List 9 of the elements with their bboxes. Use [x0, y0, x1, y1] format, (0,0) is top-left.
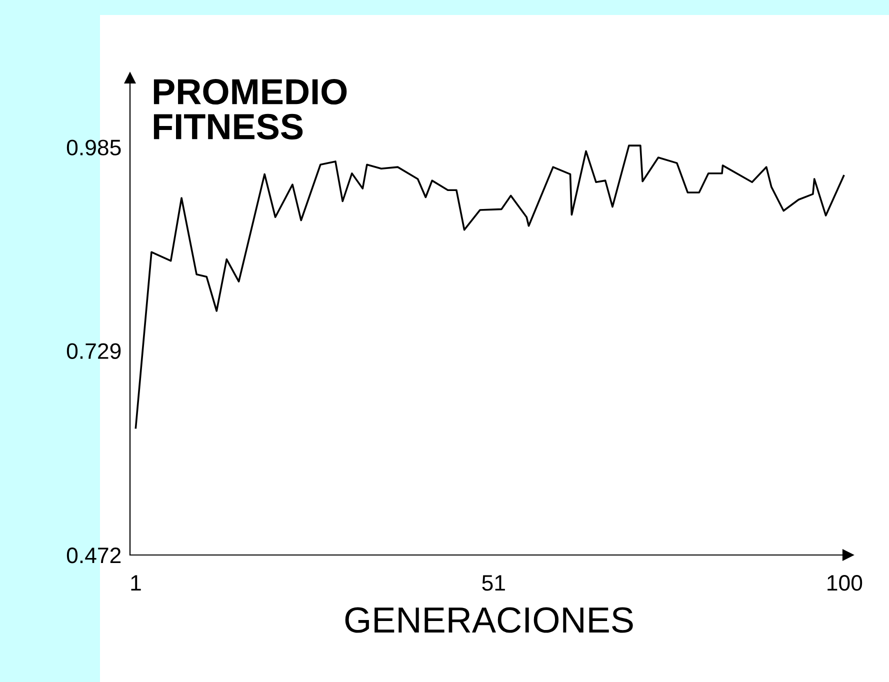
x-tick-label: 51 [482, 575, 505, 591]
y-axis-title: PROMEDIO FITNESS [154, 78, 347, 140]
y-tick-label: 0.729 [66, 343, 121, 359]
x-tick-label: 100 [828, 575, 862, 591]
line-series [134, 144, 845, 429]
y-tick-label: 0.985 [66, 140, 121, 156]
x-axis-title: GENERACIONES [345, 607, 633, 633]
y-tick-label: 0.472 [66, 548, 121, 564]
x-tick-label: 1 [131, 575, 141, 591]
